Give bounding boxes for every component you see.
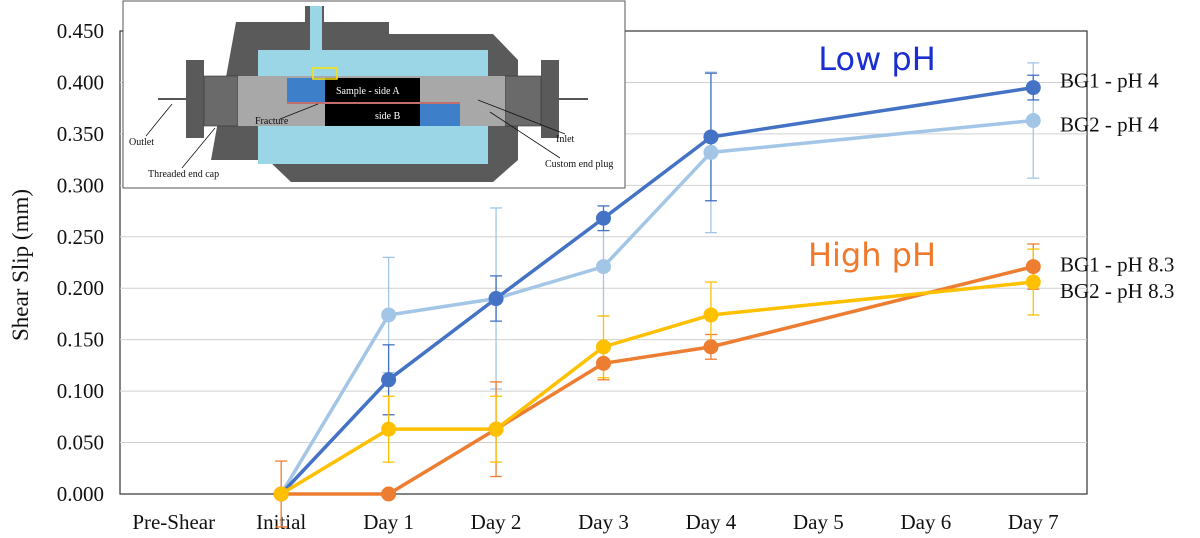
data-point xyxy=(381,372,397,388)
right-end-cap xyxy=(541,60,559,138)
series-label: BG1 - pH 4 xyxy=(1060,69,1159,93)
leader-end-plug xyxy=(489,111,561,159)
data-point xyxy=(488,291,504,307)
data-point xyxy=(488,421,504,437)
y-axis-ticks: 0.000 0.050 0.100 0.150 0.200 0.250 0.300 0.350… xyxy=(57,19,104,506)
data-point xyxy=(1025,80,1041,96)
sample-side-b-blue xyxy=(420,104,460,126)
series-line xyxy=(279,118,1034,495)
data-point xyxy=(381,421,397,437)
label-fracture: Fracture xyxy=(255,116,289,127)
data-point xyxy=(703,144,719,160)
data-point xyxy=(703,307,719,323)
x-tick-label: Pre-Shear xyxy=(132,510,215,534)
series-label: BG2 - pH 8.3 xyxy=(1060,279,1174,303)
y-tick-label: 0.300 xyxy=(57,173,104,197)
leader-inlet xyxy=(477,99,566,135)
series-label: BG1 - pH 8.3 xyxy=(1060,253,1174,277)
label-outlet: Outlet xyxy=(129,137,154,148)
data-point xyxy=(703,339,719,355)
x-tick-label: Day 6 xyxy=(900,510,951,534)
x-tick-label: Day 7 xyxy=(1008,510,1059,534)
data-point xyxy=(703,129,719,145)
right-threads xyxy=(504,75,542,127)
sample-side-a-blue xyxy=(287,78,325,102)
inlet-tube xyxy=(310,6,322,50)
data-point xyxy=(596,210,611,226)
data-point xyxy=(1025,113,1041,129)
x-axis-ticks: Pre-Shear Initial Day 1 Day 2 Day 3 Day 4 Day … xyxy=(132,510,1058,534)
y-tick-label: 0.000 xyxy=(57,482,104,506)
y-tick-label: 0.150 xyxy=(57,328,104,352)
y-tick-label: 0.050 xyxy=(57,431,104,455)
series-line xyxy=(280,280,1034,496)
y-tick-label: 0.250 xyxy=(57,225,104,249)
series xyxy=(273,62,1041,528)
y-tick-label: 0.200 xyxy=(57,276,104,300)
annotation-low-ph: Low pH xyxy=(818,40,936,78)
label-threaded-end-cap: Threaded end cap xyxy=(148,169,219,180)
data-point xyxy=(1025,274,1041,290)
x-tick-label: Day 2 xyxy=(471,510,522,534)
left-end-cap xyxy=(186,60,204,138)
data-point xyxy=(596,339,611,355)
y-tick-label: 0.450 xyxy=(57,19,104,43)
data-point xyxy=(1025,259,1041,275)
x-tick-label: Day 4 xyxy=(686,510,737,534)
sample-side-a xyxy=(325,78,420,102)
x-tick-label: Day 3 xyxy=(578,510,629,534)
left-threads xyxy=(203,75,239,127)
sample-side-b xyxy=(325,104,420,126)
cell-housing-left xyxy=(236,22,290,50)
y-tick-label: 0.100 xyxy=(57,379,104,403)
y-tick-label: 0.400 xyxy=(57,70,104,94)
annotation-high-ph: High pH xyxy=(808,236,936,274)
label-custom-end-plug: Custom end plug xyxy=(545,159,613,170)
inset-diagram: Sample - side A side B Fracture Inlet Ou… xyxy=(122,0,626,189)
x-tick-label: Day 1 xyxy=(363,510,414,534)
highlight-box xyxy=(312,67,338,80)
leader-fracture xyxy=(279,103,319,120)
leader-outlet xyxy=(145,103,173,137)
series-line xyxy=(281,264,1034,496)
data-point xyxy=(596,355,611,371)
series-line xyxy=(279,85,1034,496)
leader-threaded xyxy=(181,127,216,169)
data-point xyxy=(596,259,611,275)
series-label: BG2 - pH 4 xyxy=(1060,113,1159,137)
data-point xyxy=(381,486,397,502)
y-axis-label: Shear Slip (mm) xyxy=(8,189,33,341)
y-tick-label: 0.350 xyxy=(57,122,104,146)
data-point xyxy=(273,486,289,502)
data-point xyxy=(381,307,397,323)
label-side-b: side B xyxy=(375,111,401,122)
x-tick-label: Day 5 xyxy=(793,510,844,534)
label-inlet: Inlet xyxy=(556,134,575,145)
label-sample-a: Sample - side A xyxy=(336,86,400,97)
